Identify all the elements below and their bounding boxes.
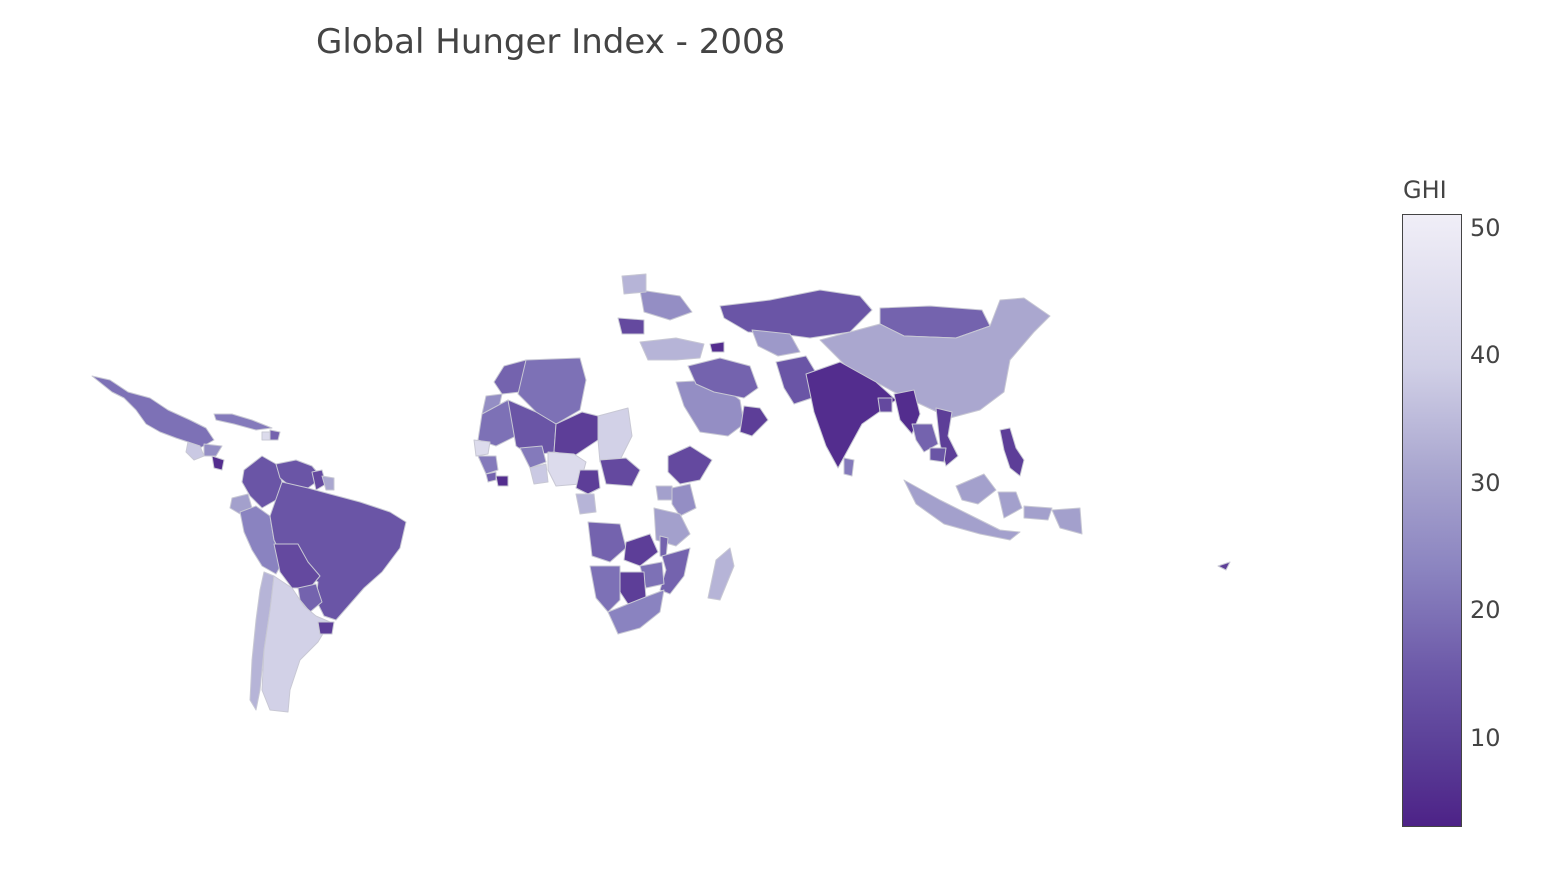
chart-title: Global Hunger Index - 2008 bbox=[316, 22, 786, 62]
country-paraguay[interactable]: Paraguay: 15 bbox=[297, 583, 323, 613]
country-cuba[interactable]: Cuba: 20 bbox=[213, 413, 273, 431]
country-oman[interactable]: Oman: 8 bbox=[739, 405, 769, 437]
colorbar-tick-label: 10 bbox=[1470, 724, 1501, 752]
country-uruguay[interactable]: Uruguay: 8 bbox=[317, 621, 335, 635]
country-haiti[interactable]: Haiti: 45 bbox=[261, 431, 271, 441]
country-algeria[interactable]: Algeria: 18 bbox=[517, 357, 587, 425]
country-senegal[interactable]: Senegal: 45 bbox=[473, 439, 491, 457]
country-mozambique[interactable]: Mozambique: 15 bbox=[659, 547, 691, 595]
colorbar-tick-label: 50 bbox=[1470, 214, 1501, 242]
country-cambodia[interactable]: Cambodia: 12 bbox=[929, 447, 947, 463]
country-chad[interactable]: Chad: 42 bbox=[597, 407, 633, 463]
country-guatemala[interactable]: Guatemala: 40 bbox=[185, 441, 205, 461]
country-turkey[interactable]: Turkey: 35 bbox=[639, 337, 705, 361]
colorbar-title: GHI bbox=[1403, 176, 1447, 204]
colorbar-tick-label: 40 bbox=[1470, 341, 1501, 369]
country-ethiopia[interactable]: Ethiopia: 10 bbox=[667, 445, 713, 485]
country-liberia[interactable]: Liberia: 5 bbox=[495, 475, 509, 487]
country-uzbekistan[interactable]: Uzbekistan: 28 bbox=[751, 329, 801, 357]
country-vietnam[interactable]: Vietnam: 8 bbox=[935, 407, 959, 467]
country-fiji[interactable]: Fiji: 8 bbox=[1217, 561, 1231, 571]
country-india[interactable]: India: 5 bbox=[805, 361, 897, 469]
country-angola[interactable]: Angola: 15 bbox=[587, 521, 627, 563]
country-suriname[interactable]: Suriname: 32 bbox=[321, 475, 335, 491]
country-sri-lanka[interactable]: Sri Lanka: 20 bbox=[843, 457, 855, 477]
world-choropleth-map: Mexico: 18Guatemala: 40Honduras: 25Nicar… bbox=[91, 273, 1231, 713]
country-central-african-republic[interactable]: Central African Republic: 10 bbox=[599, 457, 641, 487]
country-honduras[interactable]: Honduras: 25 bbox=[203, 443, 223, 457]
country-guinea[interactable]: Guinea: 20 bbox=[477, 455, 499, 475]
country-ghana[interactable]: Ghana: 40 bbox=[529, 463, 549, 485]
country-argentina[interactable]: Argentina: 42 bbox=[261, 575, 331, 713]
country-romania[interactable]: Romania: 10 bbox=[617, 317, 645, 335]
country-kenya[interactable]: Kenya: 25 bbox=[671, 483, 697, 517]
country-mauritania[interactable]: Mauritania: 18 bbox=[477, 399, 517, 447]
country-mexico[interactable]: Mexico: 18 bbox=[91, 375, 215, 449]
country-ukraine[interactable]: Ukraine: 25 bbox=[639, 289, 693, 321]
country-iran[interactable]: Iran: 15 bbox=[687, 357, 759, 399]
country-namibia[interactable]: Namibia: 18 bbox=[589, 565, 621, 613]
country-zambia[interactable]: Zambia: 8 bbox=[623, 533, 659, 567]
colorbar bbox=[1402, 214, 1462, 827]
country-madagascar[interactable]: Madagascar: 35 bbox=[707, 547, 735, 601]
country-armenia[interactable]: Armenia: 5 bbox=[709, 341, 725, 353]
country-gabon[interactable]: Gabon: 35 bbox=[575, 493, 597, 515]
country-bolivia[interactable]: Bolivia: 10 bbox=[273, 543, 321, 589]
colorbar-tick-label: 30 bbox=[1470, 469, 1501, 497]
country-cameroon[interactable]: Cameroon: 8 bbox=[575, 469, 601, 495]
country-burkina-faso[interactable]: Burkina Faso: 20 bbox=[519, 445, 547, 469]
country-kazakhstan[interactable]: Kazakhstan: 12 bbox=[719, 289, 873, 339]
country-china[interactable]: China: 32 bbox=[819, 297, 1051, 419]
country-south-africa[interactable]: South Africa: 22 bbox=[607, 589, 665, 635]
country-nicaragua[interactable]: Nicaragua: 5 bbox=[211, 455, 225, 471]
colorbar-tick-label: 20 bbox=[1470, 596, 1501, 624]
country-bangladesh[interactable]: Bangladesh: 10 bbox=[877, 397, 893, 413]
country-belarus[interactable]: Belarus: 35 bbox=[621, 273, 647, 295]
country-papua-new-guinea[interactable]: Papua New Guinea: 30 bbox=[1051, 507, 1083, 535]
country-dominican-republic[interactable]: Dominican Republic: 15 bbox=[269, 429, 281, 441]
country-indonesia[interactable]: Indonesia: 30 bbox=[903, 473, 1053, 541]
country-sierra-leone[interactable]: Sierra Leone: 15 bbox=[485, 471, 497, 483]
country-philippines[interactable]: Philippines: 8 bbox=[999, 427, 1025, 477]
country-uganda[interactable]: Uganda: 30 bbox=[655, 485, 675, 501]
